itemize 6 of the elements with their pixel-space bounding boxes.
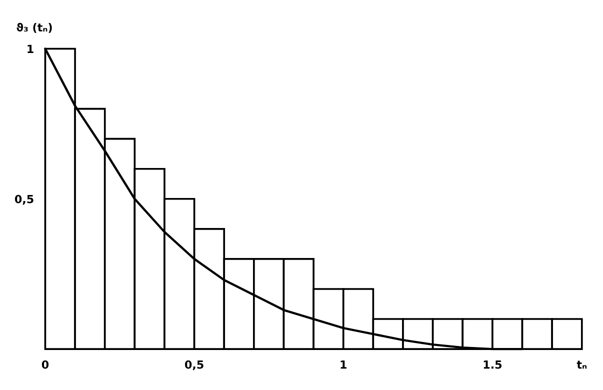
x-tick-label: tₙ bbox=[576, 360, 587, 369]
y-axis-title: ϑ₃ (tₙ) bbox=[16, 22, 52, 33]
x-tick-label: 1.5 bbox=[484, 360, 502, 369]
x-tick-label: 0 bbox=[42, 360, 49, 369]
x-tick-label: 1 bbox=[340, 360, 346, 369]
x-tick-label: 0,5 bbox=[184, 360, 204, 370]
